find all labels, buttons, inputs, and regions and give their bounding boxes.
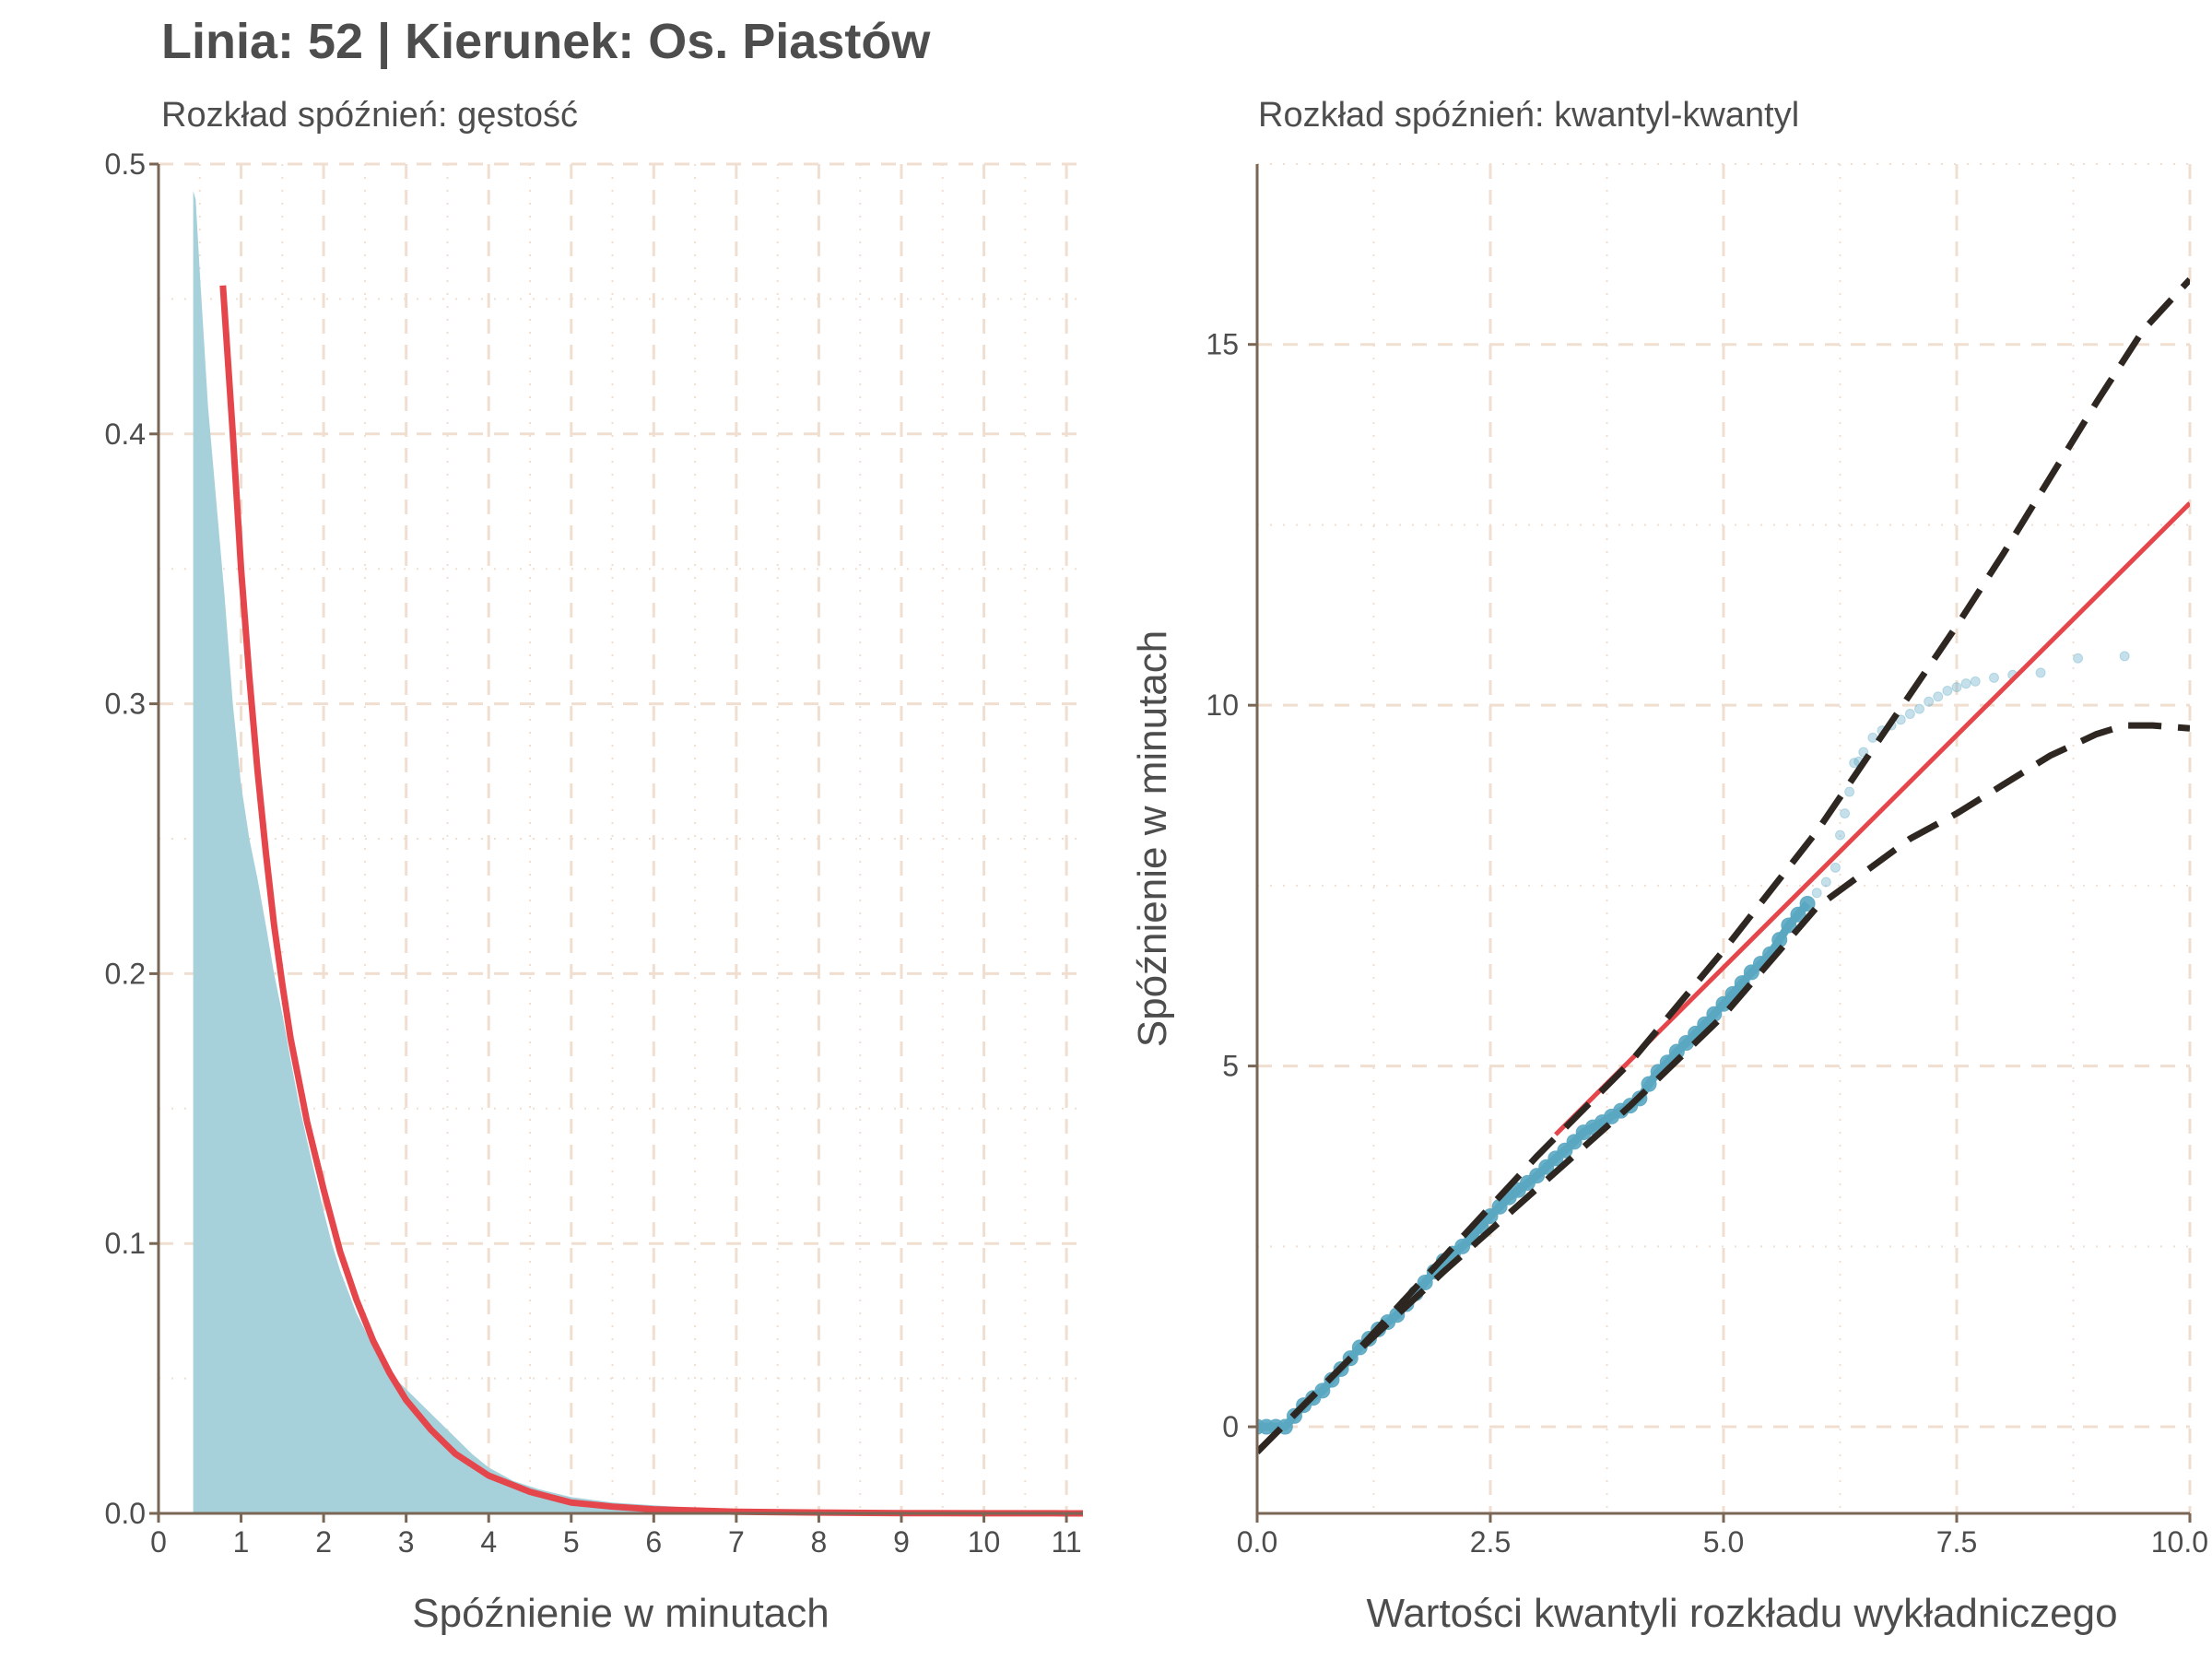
qq-upper-band [1257,276,2190,1454]
qq-point [1830,862,1841,873]
qq-point [1924,696,1935,707]
qq-point [1933,691,1944,702]
y-tick-label: 10 [1206,688,1239,722]
x-tick-label: 9 [893,1525,910,1559]
x-tick-label: 10.0 [2151,1525,2208,1559]
x-tick-label: 5.0 [1703,1525,1744,1559]
qq-y-axis-title: Spóźnienie w minutach [1130,630,1175,1047]
qq-point [1811,888,1822,899]
y-tick-label: 0.2 [105,957,146,990]
density-x-axis-title: Spóźnienie w minutach [412,1591,829,1636]
x-tick-label: 6 [645,1525,662,1559]
qq-point [1840,808,1851,819]
x-tick-label: 3 [398,1525,415,1559]
y-tick-label: 0.3 [105,688,146,721]
y-tick-label: 0.0 [105,1497,146,1530]
qq-point [1820,877,1831,888]
x-tick-label: 1 [233,1525,250,1559]
qq-point [1942,686,1953,697]
y-tick-label: 15 [1206,328,1239,361]
x-tick-label: 0 [150,1525,167,1559]
qq-point [1849,758,1860,769]
qq-point [1970,676,1981,687]
x-tick-label: 8 [811,1525,828,1559]
qq-lower-band [1257,722,2190,1454]
qq-point [1988,672,1999,683]
y-tick-label: 0.1 [105,1227,146,1260]
x-tick-label: 10 [968,1525,1001,1559]
x-tick-label: 5 [563,1525,580,1559]
qq-point [1835,830,1845,841]
qq-point [1867,732,1878,743]
qq-point [1844,786,1855,797]
chart-title: Linia: 52 | Kierunek: Os. Piastów [161,14,931,69]
qq-point [1914,703,1925,714]
qq-plot-area [1257,276,2190,1454]
qq-reference-line [1554,501,2190,1136]
qq-sample-line [1257,900,1811,1431]
qq-point [1951,682,1962,693]
y-tick-label: 0.4 [105,418,146,451]
density-area [193,191,1067,1513]
qq-point [2035,667,2046,678]
x-tick-label: 2 [315,1525,332,1559]
qq-point [2119,651,2130,662]
y-tick-label: 0 [1222,1410,1239,1443]
qq-point [1904,709,1915,720]
qq-x-axis-title: Wartości kwantyli rozkładu wykładniczego [1366,1591,2117,1636]
x-tick-label: 11 [1051,1525,1081,1559]
qq-point [1960,678,1971,689]
x-tick-label: 7.5 [1936,1525,1977,1559]
qq-point [2073,653,2084,664]
x-tick-label: 7 [728,1525,745,1559]
qq-panel-subtitle: Rozkład spóźnień: kwantyl-kwantyl [1258,96,1800,135]
x-tick-label: 2.5 [1470,1525,1511,1559]
y-tick-label: 5 [1222,1050,1239,1083]
y-tick-label: 0.5 [105,147,146,181]
density-panel-subtitle: Rozkład spóźnień: gęstość [161,96,579,135]
x-tick-label: 4 [480,1525,497,1559]
x-tick-label: 0.0 [1237,1525,1277,1559]
